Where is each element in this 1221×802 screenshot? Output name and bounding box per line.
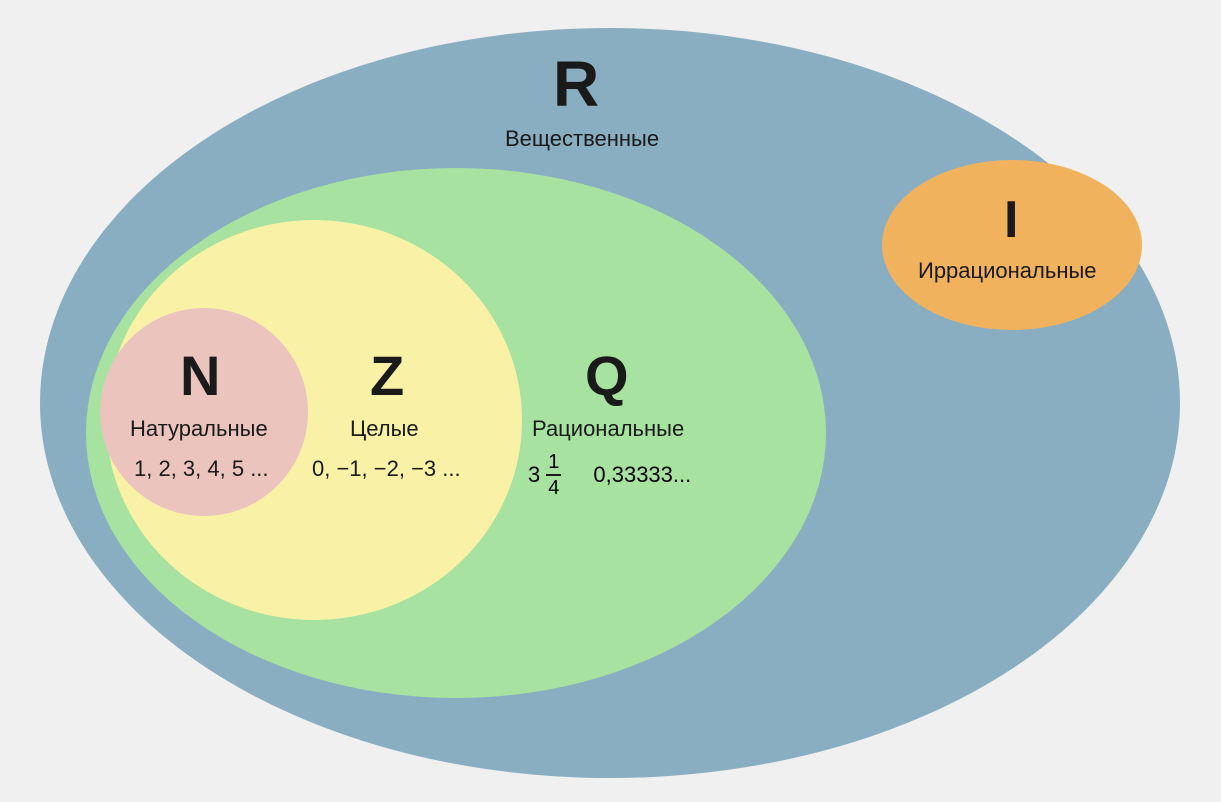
- set-letter-Z: Z: [370, 348, 404, 404]
- set-label-R: Вещественные: [505, 126, 659, 152]
- set-label-Z: Целые: [350, 416, 419, 442]
- set-label-Q: Рациональные: [532, 416, 684, 442]
- set-letter-I: I: [1004, 194, 1018, 246]
- set-letter-N: N: [180, 348, 220, 404]
- fraction-example: 3 1 4: [528, 452, 565, 498]
- set-examples-Z: 0, −1, −2, −3 ...: [312, 456, 461, 482]
- set-label-I: Иррациональные: [918, 258, 1097, 284]
- set-examples-Q: 3 1 4 0,33333...: [528, 452, 691, 498]
- set-ellipse-N: [100, 308, 308, 516]
- number-sets-venn-diagram: R Вещественные N Натуральные 1, 2, 3, 4,…: [0, 0, 1221, 802]
- set-letter-Q: Q: [585, 348, 629, 404]
- set-label-N: Натуральные: [130, 416, 268, 442]
- set-examples-N: 1, 2, 3, 4, 5 ...: [134, 456, 269, 482]
- set-letter-R: R: [553, 52, 599, 116]
- decimal-example: 0,33333...: [593, 462, 691, 488]
